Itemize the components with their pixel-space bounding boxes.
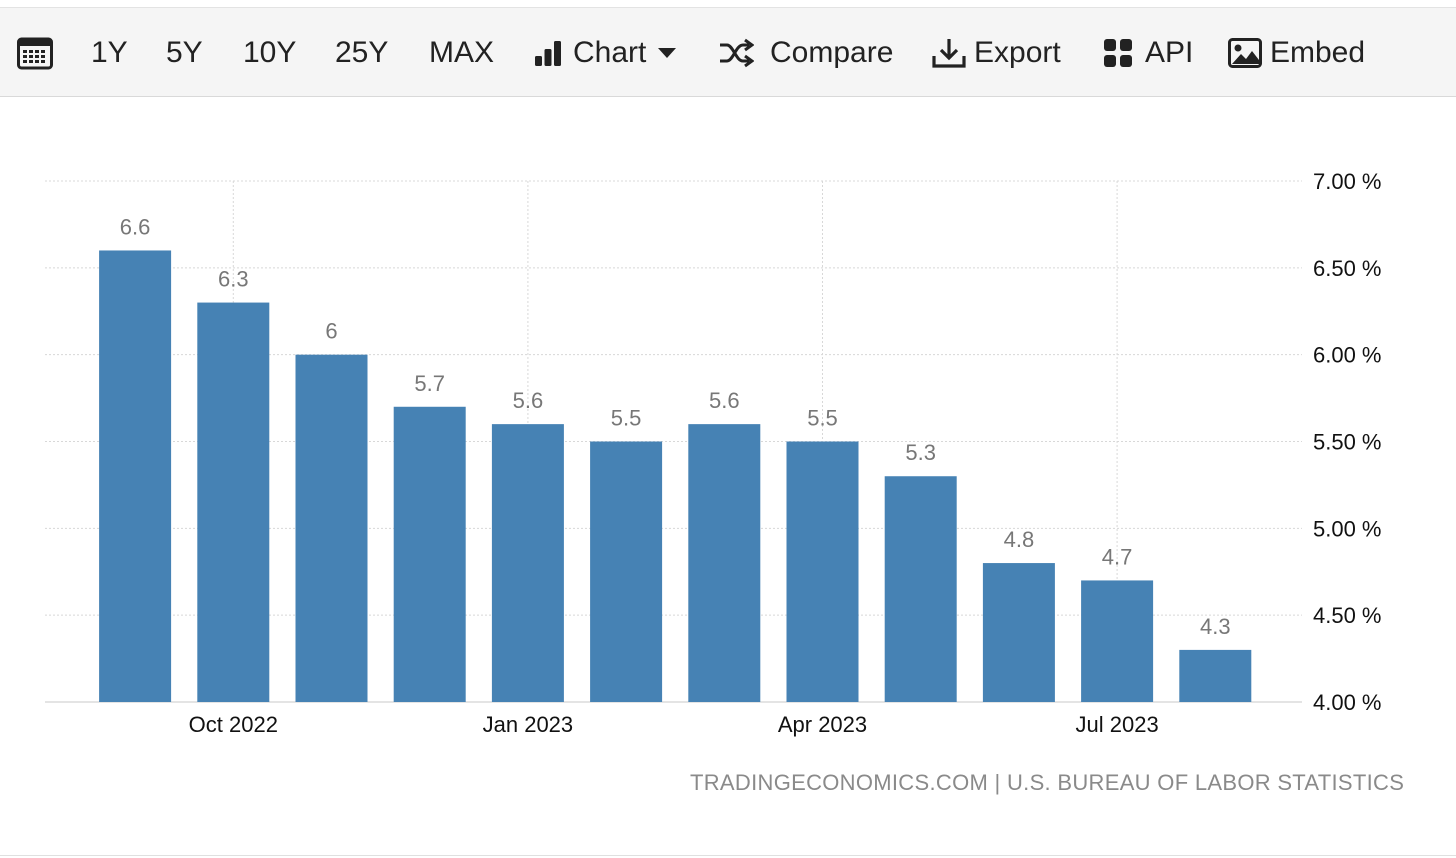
range-5y-button[interactable]: 5Y bbox=[166, 8, 203, 98]
bar bbox=[393, 406, 466, 702]
bar-value-label: 6.6 bbox=[120, 214, 151, 239]
image-icon bbox=[1228, 38, 1262, 68]
y-tick-label: 5.50 % bbox=[1313, 430, 1382, 455]
range-max-button[interactable]: MAX bbox=[429, 8, 494, 98]
bar-value-label: 5.5 bbox=[807, 406, 838, 431]
y-tick-label: 7.00 % bbox=[1313, 169, 1382, 194]
bottom-divider bbox=[0, 855, 1456, 856]
api-button[interactable]: API bbox=[1103, 8, 1193, 98]
range-25y-button[interactable]: 25Y bbox=[335, 8, 388, 98]
axis-layer: 4.00 % 4.50 % 5.00 % 5.50 % 6.00 % 6.50 % 7.00… bbox=[189, 169, 1382, 737]
bar-value-label: 4.3 bbox=[1200, 614, 1231, 639]
x-tick-label: Apr 2023 bbox=[778, 712, 867, 737]
bar-value-label: 5.3 bbox=[905, 440, 936, 465]
calendar-button[interactable] bbox=[17, 8, 53, 98]
api-label: API bbox=[1145, 36, 1194, 69]
caret-down-icon bbox=[658, 48, 677, 58]
bar bbox=[1081, 580, 1154, 702]
bar bbox=[1179, 649, 1252, 702]
chart-type-dropdown[interactable]: Chart bbox=[534, 8, 677, 98]
bar bbox=[491, 424, 564, 702]
range-1y-button[interactable]: 1Y bbox=[91, 8, 128, 98]
y-tick-label: 6.50 % bbox=[1313, 256, 1382, 281]
bar-value-label: 6.3 bbox=[218, 267, 249, 292]
range-max-label: MAX bbox=[429, 36, 495, 69]
embed-label: Embed bbox=[1270, 36, 1366, 69]
bar bbox=[590, 441, 663, 702]
x-tick-label: Jan 2023 bbox=[483, 712, 574, 737]
bar-value-label: 5.6 bbox=[709, 388, 740, 413]
bar-layer bbox=[99, 250, 1252, 702]
x-tick-label: Oct 2022 bbox=[189, 712, 278, 737]
range-5y-label: 5Y bbox=[166, 36, 203, 69]
source-site: TRADINGECONOMICS.COM bbox=[690, 770, 989, 795]
x-tick-label: Jul 2023 bbox=[1076, 712, 1159, 737]
bar-value-label: 5.6 bbox=[513, 388, 544, 413]
export-button[interactable]: Export bbox=[932, 8, 1061, 98]
bar-value-label: 5.5 bbox=[611, 406, 642, 431]
y-tick-label: 4.50 % bbox=[1313, 603, 1382, 628]
label-layer: 6.6 6.3 6 5.7 5.6 5.5 5.6 5.5 5.3 4.8 4.7 4.3 bbox=[120, 214, 1231, 638]
bar-value-label: 4.7 bbox=[1102, 544, 1133, 569]
range-25y-label: 25Y bbox=[335, 36, 389, 69]
source-agency: U.S. BUREAU OF LABOR STATISTICS bbox=[1006, 770, 1405, 795]
range-10y-button[interactable]: 10Y bbox=[243, 8, 296, 98]
chart-type-label: Chart bbox=[573, 36, 647, 69]
chart-toolbar: 1Y 5Y 10Y 25Y MAX Chart Compare bbox=[0, 7, 1456, 97]
bar bbox=[197, 302, 270, 702]
download-icon bbox=[932, 37, 966, 69]
compare-button[interactable]: Compare bbox=[718, 8, 893, 98]
source-attribution: TRADINGECONOMICS.COM | U.S. BUREAU OF LA… bbox=[690, 770, 1404, 796]
range-10y-label: 10Y bbox=[243, 36, 297, 69]
grid-icon bbox=[1103, 38, 1133, 68]
y-tick-label: 6.00 % bbox=[1313, 343, 1382, 368]
calendar-icon bbox=[17, 36, 53, 70]
bar bbox=[295, 354, 368, 702]
shuffle-icon bbox=[718, 38, 754, 68]
range-1y-label: 1Y bbox=[91, 36, 128, 69]
bar bbox=[688, 424, 761, 702]
y-tick-label: 4.00 % bbox=[1313, 690, 1382, 715]
source-separator: | bbox=[994, 770, 1001, 795]
bar bbox=[884, 476, 957, 702]
bar bbox=[786, 441, 859, 702]
embed-button[interactable]: Embed bbox=[1228, 8, 1365, 98]
bar bbox=[99, 250, 172, 702]
bar-value-label: 6 bbox=[325, 319, 337, 344]
bar-value-label: 5.7 bbox=[414, 371, 445, 396]
bar-value-label: 4.8 bbox=[1004, 527, 1035, 552]
bar bbox=[982, 563, 1055, 702]
y-tick-label: 5.00 % bbox=[1313, 516, 1382, 541]
bar-chart-icon bbox=[534, 39, 564, 67]
export-label: Export bbox=[974, 36, 1061, 69]
compare-label: Compare bbox=[770, 36, 894, 69]
